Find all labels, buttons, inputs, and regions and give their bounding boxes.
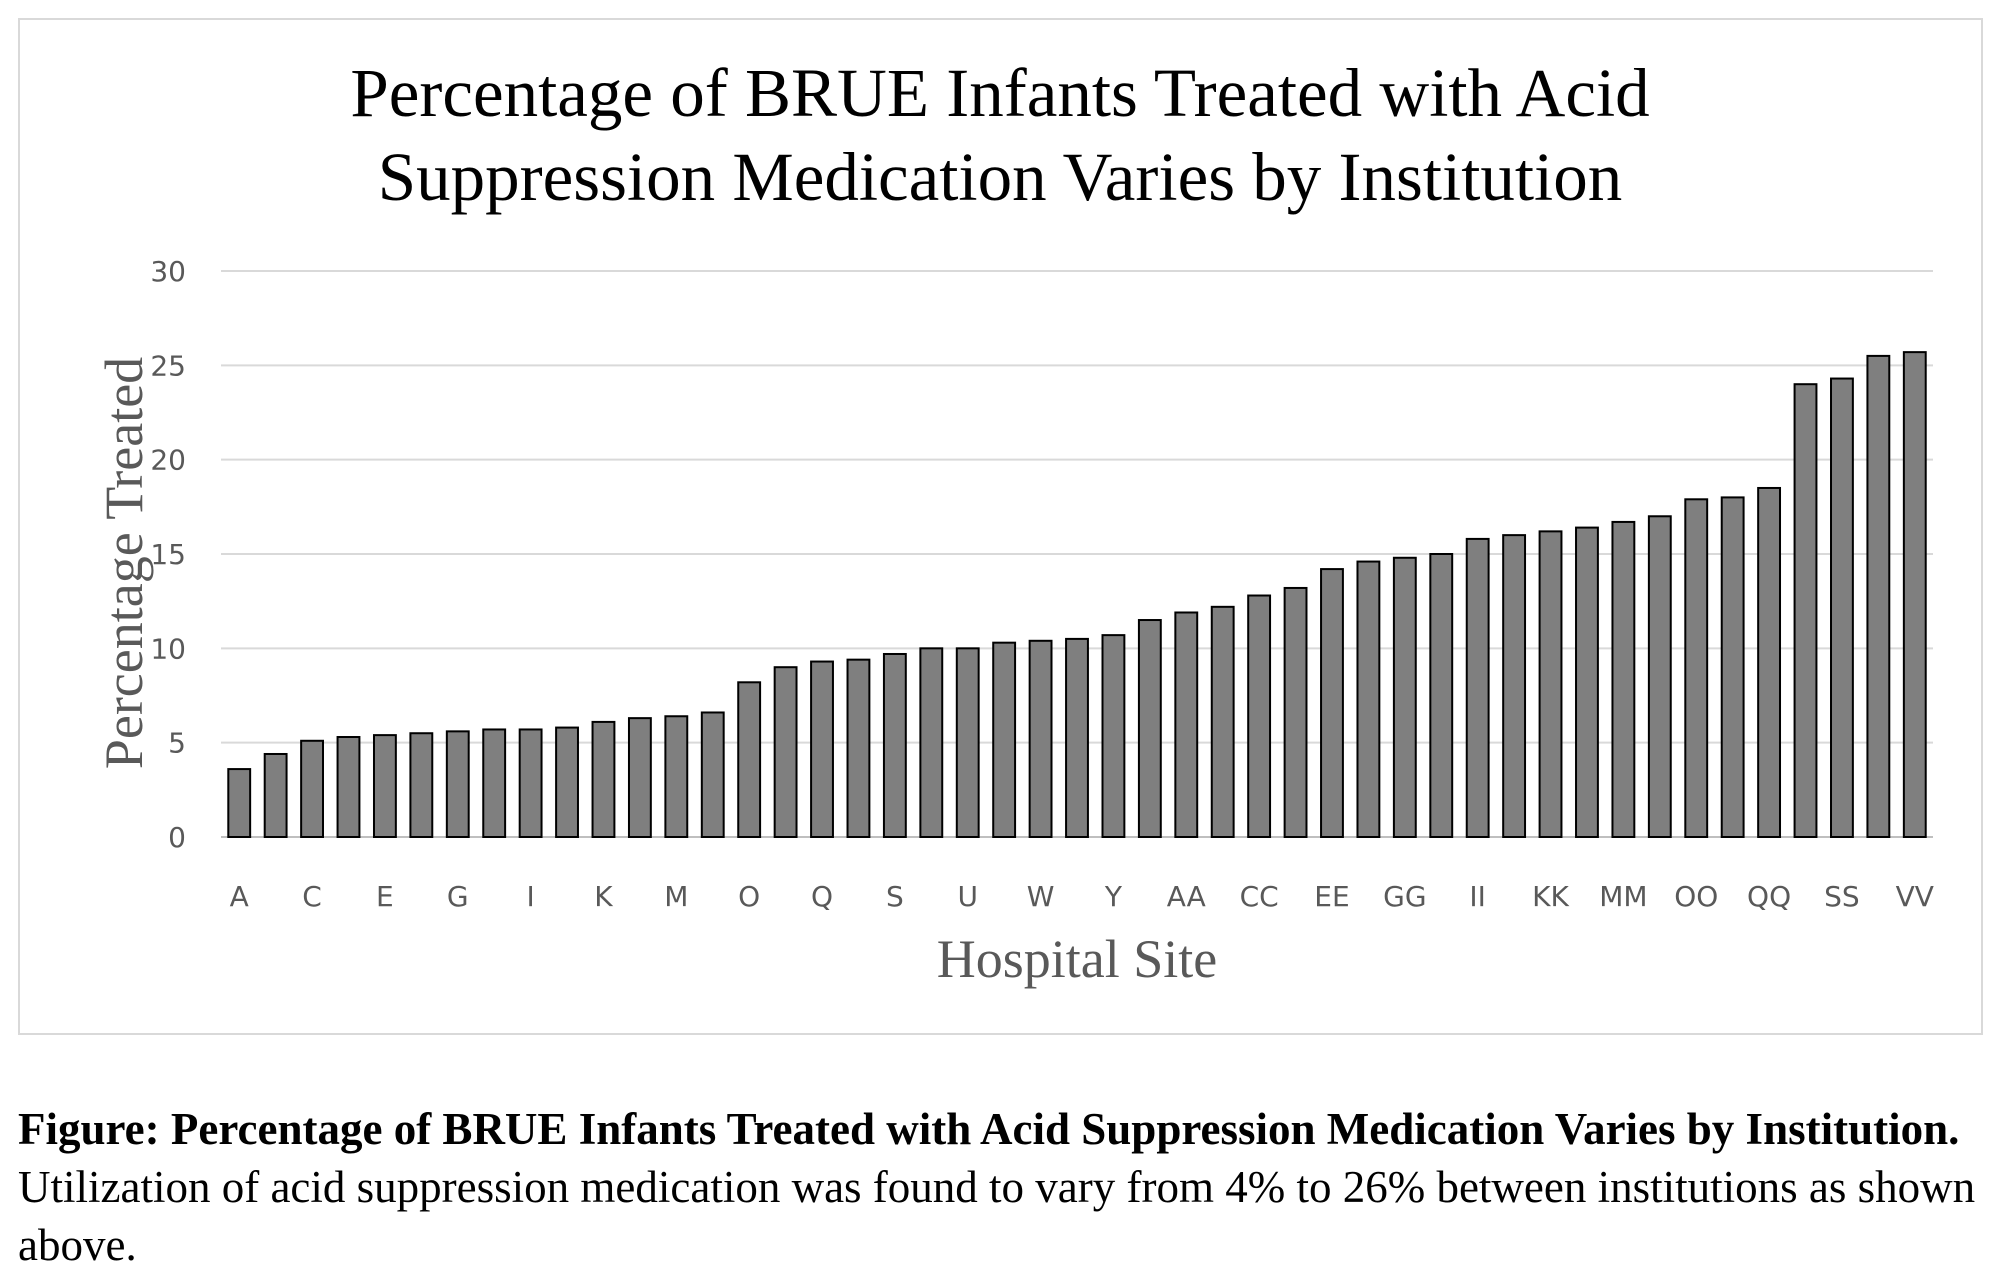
x-tick-label: QQ — [1747, 880, 1791, 913]
bar — [627, 717, 652, 839]
chart-title-line-1: Percentage of BRUE Infants Treated with … — [350, 55, 1649, 131]
bar — [1210, 605, 1235, 839]
x-tick-label: M — [664, 880, 688, 913]
y-tick-label: 5 — [168, 727, 186, 760]
bar — [737, 681, 762, 838]
bar — [263, 752, 288, 838]
bar — [1611, 520, 1636, 838]
bar — [992, 641, 1017, 838]
x-tick-label: OO — [1674, 880, 1718, 913]
bar — [664, 715, 689, 838]
bar — [445, 730, 470, 838]
x-tick-label: C — [302, 880, 322, 913]
bar — [518, 728, 543, 839]
x-axis-label: Hospital Site — [937, 929, 1218, 989]
x-tick-label: A — [230, 880, 249, 913]
bar — [1720, 496, 1745, 838]
bar — [1174, 611, 1199, 838]
bar — [919, 647, 944, 839]
bar — [1247, 594, 1272, 839]
bar — [882, 652, 907, 838]
y-axis-label: Percentage Treated — [94, 357, 154, 769]
bar — [955, 647, 980, 839]
bar — [300, 739, 325, 839]
x-tick-label: II — [1469, 880, 1486, 913]
y-tick-label: 20 — [150, 444, 186, 477]
bar — [591, 720, 616, 838]
bar — [1137, 619, 1162, 839]
bar — [409, 732, 434, 838]
bar — [555, 726, 579, 839]
bar — [1793, 383, 1818, 838]
bar — [227, 768, 252, 839]
bar — [1028, 639, 1053, 838]
x-tick-label: VV — [1896, 880, 1934, 913]
bar — [1902, 351, 1927, 838]
x-tick-label: EE — [1314, 880, 1349, 913]
bar — [1320, 568, 1344, 839]
bar — [1684, 498, 1709, 838]
x-tick-label: Y — [1104, 880, 1123, 913]
x-tick-label: U — [957, 880, 978, 913]
caption-text: Utilization of acid suppression medicati… — [18, 1162, 1976, 1270]
bar — [1065, 637, 1089, 839]
y-tick-label: 0 — [168, 821, 186, 854]
y-tick-label: 15 — [150, 538, 186, 571]
x-tick-label: I — [526, 880, 534, 913]
bar — [1429, 553, 1454, 838]
x-tick-label: GG — [1383, 880, 1426, 913]
bar — [1575, 526, 1599, 838]
x-tick-label: K — [594, 880, 613, 913]
bar — [482, 728, 507, 839]
bar — [1538, 530, 1563, 838]
x-axis-tick-labels: A C E G I K M O Q S U W Y AA CC EE GG II KK MM OO QQ SS VV — [230, 880, 1934, 913]
x-tick-label: MM — [1599, 880, 1647, 913]
x-tick-label: W — [1027, 880, 1055, 913]
x-tick-label: SS — [1824, 880, 1860, 913]
bar — [1830, 377, 1854, 838]
x-tick-label: G — [447, 880, 469, 913]
bar — [700, 711, 725, 838]
bar-chart: Percentage of BRUE Infants Treated with … — [94, 55, 1934, 989]
chart-title-line-2: Suppression Medication Varies by Institu… — [378, 139, 1622, 215]
x-tick-label: E — [376, 880, 394, 913]
x-tick-label: AA — [1167, 880, 1206, 913]
bar — [1101, 634, 1126, 838]
bar — [773, 666, 798, 839]
bar — [1502, 534, 1527, 838]
bar — [1757, 486, 1782, 838]
bar — [846, 658, 871, 839]
y-tick-label: 30 — [150, 255, 186, 288]
caption-bold-title: Figure: Percentage of BRUE Infants Treat… — [18, 1104, 1960, 1154]
bar — [1283, 586, 1308, 839]
bar — [1465, 537, 1490, 838]
bar — [336, 736, 361, 839]
bar — [1647, 515, 1672, 838]
bar — [810, 660, 834, 838]
bar — [372, 734, 397, 838]
figure-caption: Figure: Percentage of BRUE Infants Treat… — [18, 1100, 1978, 1274]
x-tick-label: KK — [1532, 880, 1569, 913]
bar — [1392, 556, 1417, 839]
y-tick-label: 10 — [150, 632, 186, 665]
x-tick-label: CC — [1240, 880, 1279, 913]
x-tick-label: O — [738, 880, 760, 913]
y-axis-tick-labels: 0 5 10 15 20 25 30 — [150, 255, 186, 854]
bar — [1356, 560, 1381, 838]
bar — [1866, 354, 1891, 838]
bars — [227, 351, 1927, 839]
chart-frame: Percentage of BRUE Infants Treated with … — [18, 18, 1983, 1035]
x-tick-label: S — [886, 880, 904, 913]
x-tick-label: Q — [811, 880, 833, 913]
y-tick-label: 25 — [150, 349, 186, 382]
